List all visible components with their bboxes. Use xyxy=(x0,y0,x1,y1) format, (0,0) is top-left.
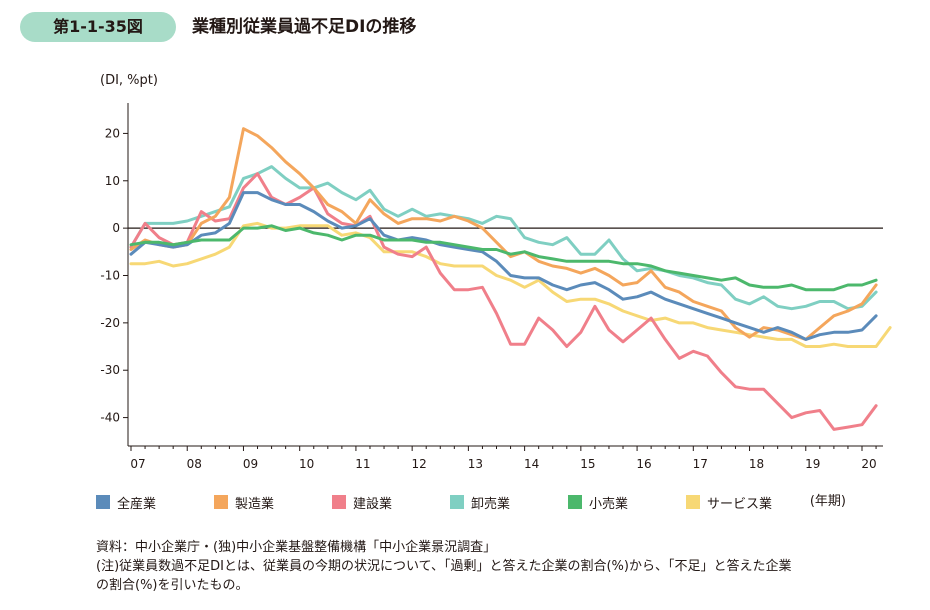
chart-notes: 資料：中小企業庁・(独)中小企業基盤整備機構「中小企業景況調査」 (注)従業員数… xyxy=(96,538,896,595)
legend-swatch xyxy=(450,495,464,509)
legend-item-all-industries: 全産業 xyxy=(96,492,156,512)
series-line-manufacturing xyxy=(129,127,878,341)
x-tick-label: 13 xyxy=(468,457,483,471)
series-line-all-industries xyxy=(129,191,878,341)
x-tick-label: 16 xyxy=(636,457,651,471)
x-tick-label: 11 xyxy=(355,457,370,471)
x-tick-label: 19 xyxy=(805,457,820,471)
y-tick-label: 0 xyxy=(112,221,120,235)
y-tick-label: 20 xyxy=(105,126,120,140)
legend-label: 卸売業 xyxy=(471,496,511,512)
legend-item-services: サービス業 xyxy=(686,492,772,512)
y-tick-label: 10 xyxy=(105,174,120,188)
y-axis: 20 10 0 -10 -20 -30 -40 xyxy=(100,103,129,446)
legend-label: 製造業 xyxy=(235,496,275,512)
x-tick-label: 08 xyxy=(187,457,202,471)
y-tick-label: -40 xyxy=(100,411,120,425)
y-tick-label: -10 xyxy=(100,269,120,283)
legend-item-manufacturing: 製造業 xyxy=(214,492,274,512)
x-tick-label: 20 xyxy=(861,457,876,471)
definition-note-continued: の割合(%)を引いたもの。 xyxy=(96,578,249,593)
legend-swatch xyxy=(214,495,228,509)
legend-swatch xyxy=(332,495,346,509)
x-axis-unit-label: (年期) xyxy=(809,494,846,509)
x-tick-label: 09 xyxy=(243,457,258,471)
legend-label: サービス業 xyxy=(707,496,773,512)
series-line-retail xyxy=(129,224,878,292)
y-tick-label: -30 xyxy=(100,363,120,377)
definition-note: (注)従業員数過不足DIとは、従業員の今期の状況について、「過剰」と答えた企業の… xyxy=(96,559,792,574)
x-tick-label: 07 xyxy=(130,457,145,471)
legend-label: 全産業 xyxy=(117,496,157,512)
x-tick-label: 17 xyxy=(693,457,708,471)
x-axis: 07 08 09 10 11 12 13 14 15 16 17 18 19 20 xyxy=(128,227,883,471)
series-line-services xyxy=(129,221,892,348)
legend-swatch xyxy=(686,495,700,509)
x-tick-label: 10 xyxy=(299,457,314,471)
legend-item-wholesale: 卸売業 xyxy=(450,492,510,512)
line-chart: (DI, %pt) 20 10 0 -10 -20 -30 -40 07 08 09 10 11 12… xyxy=(100,73,892,471)
legend: 全産業 製造業 建設業 卸売業 小売業 サービス業 (年期) xyxy=(96,492,890,512)
y-axis-label: (DI, %pt) xyxy=(100,73,158,88)
legend-item-retail: 小売業 xyxy=(568,492,628,512)
x-tick-label: 18 xyxy=(749,457,764,471)
legend-item-construction: 建設業 xyxy=(332,492,392,512)
series-line-construction xyxy=(129,172,878,431)
figure-title: 業種別従業員過不足DIの推移 xyxy=(192,17,417,37)
legend-swatch xyxy=(568,495,582,509)
series-lines xyxy=(129,127,892,431)
x-tick-label: 12 xyxy=(412,457,427,471)
x-tick-label: 15 xyxy=(580,457,595,471)
x-tick-label: 14 xyxy=(524,457,539,471)
legend-label: 建設業 xyxy=(353,496,393,512)
legend-swatch xyxy=(96,495,110,509)
figure-number-badge: 第1-1-35図 xyxy=(20,12,176,42)
legend-label: 小売業 xyxy=(589,496,629,512)
source-note: 資料：中小企業庁・(独)中小企業基盤整備機構「中小企業景況調査」 xyxy=(96,540,497,555)
y-tick-label: -20 xyxy=(100,316,120,330)
